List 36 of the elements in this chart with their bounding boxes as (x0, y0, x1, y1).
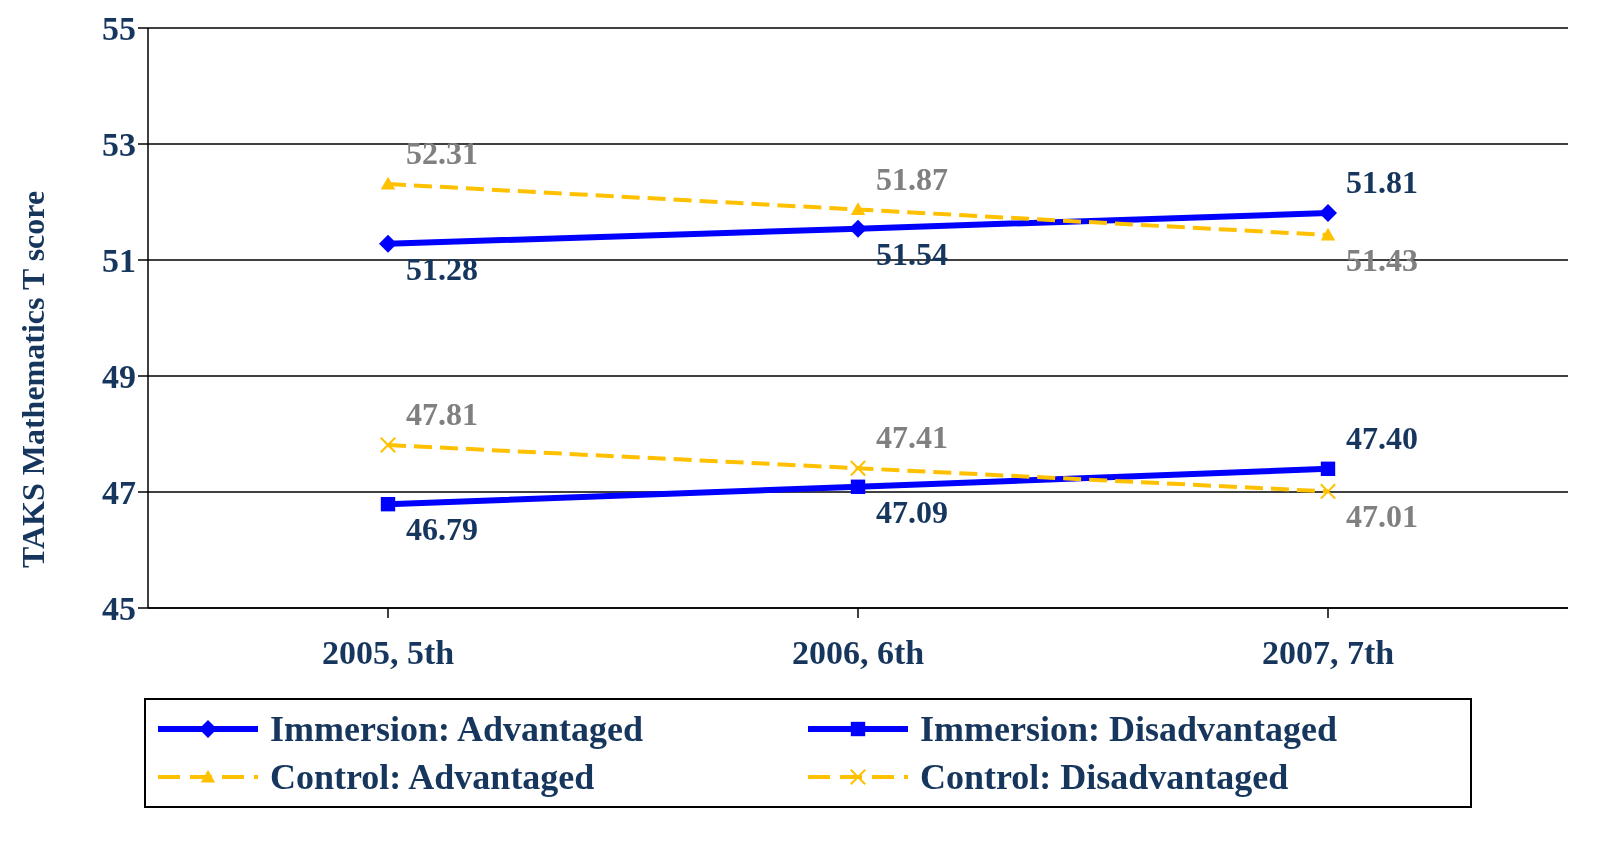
point (380, 496, 396, 512)
point (1319, 204, 1337, 223)
y-tick-label: 55 (102, 10, 136, 48)
data-label: 47.81 (406, 396, 478, 433)
data-label: 47.41 (876, 419, 948, 456)
legend-label: Immersion: Advantaged (270, 708, 644, 750)
legend-label: Immersion: Disadvantaged (920, 708, 1338, 750)
point (1319, 483, 1337, 500)
y-axis-title: TAKS Mathematics T score (15, 190, 52, 568)
data-label: 47.40 (1346, 419, 1418, 456)
point (1320, 461, 1336, 476)
data-label: 51.87 (876, 160, 948, 197)
x-tick-label: 2006, 6th (791, 634, 925, 672)
y-tick-label: 45 (102, 590, 136, 628)
data-label: 52.31 (406, 135, 478, 172)
x-tick-label: 2007, 7th (1261, 634, 1395, 672)
data-label: 51.28 (406, 250, 478, 287)
legend-label: Control: Advantaged (270, 756, 595, 798)
point (379, 234, 397, 253)
y-tick-label: 49 (102, 358, 136, 396)
point (1320, 227, 1336, 241)
data-label: 47.09 (876, 493, 948, 530)
data-label: 47.01 (1346, 498, 1418, 535)
data-label: 51.81 (1346, 164, 1418, 201)
data-label: 46.79 (406, 511, 478, 548)
point (849, 219, 867, 238)
point (850, 202, 866, 215)
point (379, 436, 397, 454)
y-tick-label: 47 (102, 474, 136, 512)
y-tick-label: 51 (102, 242, 136, 280)
point (380, 176, 396, 190)
point (850, 479, 866, 494)
y-tick-label: 53 (102, 126, 136, 164)
legend-label: Control: Disadvantaged (920, 756, 1289, 798)
point (849, 460, 867, 477)
x-tick-label: 2005, 5th (321, 634, 455, 672)
